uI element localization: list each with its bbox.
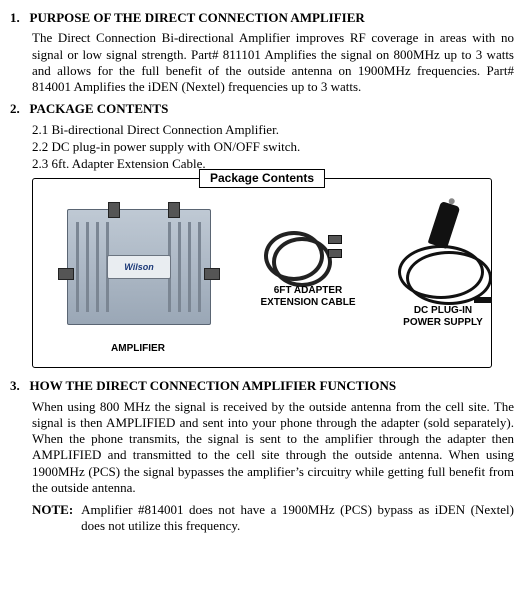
list-item: 2.1 Bi-directional Direct Connection Amp… bbox=[32, 122, 514, 138]
psu-plug bbox=[428, 201, 461, 249]
amplifier-connector bbox=[204, 268, 220, 280]
psu-cable-tail bbox=[474, 297, 492, 303]
section-3-heading: 3. HOW THE DIRECT CONNECTION AMPLIFIER F… bbox=[10, 378, 514, 394]
section-3-title: HOW THE DIRECT CONNECTION AMPLIFIER FUNC… bbox=[30, 378, 397, 393]
amplifier-body: Wilson bbox=[67, 209, 211, 325]
power-supply-illustration bbox=[388, 203, 498, 313]
section-1-body: The Direct Connection Bi-directional Amp… bbox=[32, 30, 514, 95]
package-contents-inner: Wilson AMPLIFIER 6FT ADAPTE bbox=[43, 193, 481, 357]
amplifier-fin bbox=[198, 222, 201, 312]
note-label: NOTE: bbox=[32, 502, 73, 535]
amplifier-connector bbox=[58, 268, 74, 280]
cable-caption-line2: EXTENSION CABLE bbox=[260, 297, 355, 308]
amplifier-illustration: Wilson AMPLIFIER bbox=[53, 201, 223, 331]
psu-caption: DC PLUG-IN POWER SUPPLY bbox=[383, 305, 503, 328]
cable-caption: 6FT ADAPTER EXTENSION CABLE bbox=[238, 285, 378, 308]
package-contents-box: Package Contents Wilson bbox=[32, 178, 492, 368]
amplifier-fin bbox=[188, 222, 191, 312]
cable-end bbox=[328, 249, 342, 258]
amplifier-fin bbox=[178, 222, 181, 312]
cable-coil bbox=[272, 237, 332, 287]
amplifier-caption: AMPLIFIER bbox=[53, 343, 223, 356]
package-contents-figure: Package Contents Wilson bbox=[32, 178, 492, 368]
section-1-title: PURPOSE OF THE DIRECT CONNECTION AMPLIFI… bbox=[30, 10, 365, 25]
amplifier-connector bbox=[108, 202, 120, 218]
section-1-number: 1. bbox=[10, 10, 20, 25]
section-1-heading: 1. PURPOSE OF THE DIRECT CONNECTION AMPL… bbox=[10, 10, 514, 26]
section-3-body: When using 800 MHz the signal is receive… bbox=[32, 399, 514, 497]
cable-illustration bbox=[258, 221, 358, 291]
package-contents-title: Package Contents bbox=[199, 169, 325, 188]
cable-caption-line1: 6FT ADAPTER bbox=[274, 285, 343, 296]
amplifier-fin bbox=[76, 222, 79, 312]
amplifier-fin bbox=[86, 222, 89, 312]
document-page: 1. PURPOSE OF THE DIRECT CONNECTION AMPL… bbox=[0, 0, 524, 545]
amplifier-logo: Wilson bbox=[107, 255, 171, 279]
cable-end bbox=[328, 235, 342, 244]
section-3-note: NOTE: Amplifier #814001 does not have a … bbox=[32, 502, 514, 535]
section-2-heading: 2. PACKAGE CONTENTS bbox=[10, 101, 514, 117]
section-2-list: 2.1 Bi-directional Direct Connection Amp… bbox=[32, 122, 514, 173]
list-item: 2.2 DC plug-in power supply with ON/OFF … bbox=[32, 139, 514, 155]
section-3-number: 3. bbox=[10, 378, 20, 393]
psu-caption-line2: POWER SUPPLY bbox=[403, 317, 483, 328]
psu-caption-line1: DC PLUG-IN bbox=[414, 305, 472, 316]
section-2-number: 2. bbox=[10, 101, 20, 116]
note-text: Amplifier #814001 does not have a 1900MH… bbox=[81, 502, 514, 535]
amplifier-fin bbox=[96, 222, 99, 312]
section-2-title: PACKAGE CONTENTS bbox=[30, 101, 169, 116]
amplifier-connector bbox=[168, 202, 180, 218]
